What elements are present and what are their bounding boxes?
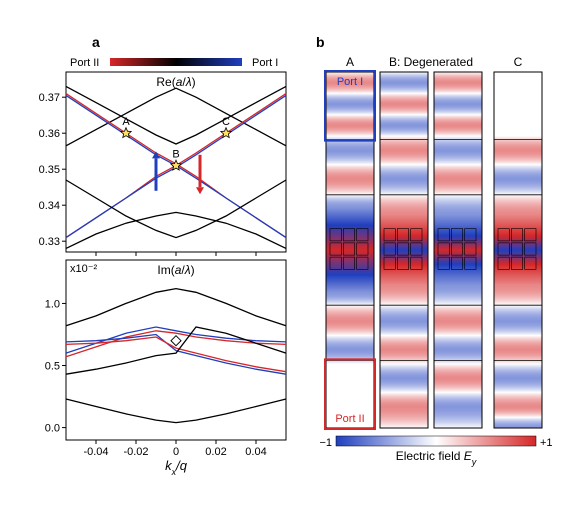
svg-text:0.0: 0.0 (45, 423, 60, 435)
svg-text:x10⁻²: x10⁻² (70, 263, 98, 275)
panel-a-label: a (92, 34, 100, 50)
svg-text:Electric field Ey: Electric field Ey (396, 449, 477, 467)
svg-text:A: A (346, 55, 354, 69)
svg-text:Port II: Port II (335, 413, 364, 425)
field-col-B2 (434, 72, 482, 428)
svg-text:-0.04: -0.04 (83, 446, 108, 458)
figure-svg: Port II Port I 0.33 0.34 0.35 0.36 0.37 Re(a/λ)… (36, 38, 556, 484)
field-col-B1 (380, 72, 428, 428)
svg-text:Port II: Port II (70, 57, 99, 69)
svg-text:0.02: 0.02 (205, 446, 226, 458)
svg-text:Re(a/λ): Re(a/λ) (156, 75, 195, 89)
svg-text:−1: −1 (319, 437, 332, 449)
svg-text:1.0: 1.0 (45, 298, 60, 310)
svg-text:C: C (222, 116, 230, 128)
svg-text:0.35: 0.35 (39, 164, 60, 176)
svg-text:0.5: 0.5 (45, 361, 60, 373)
svg-text:0.36: 0.36 (39, 128, 60, 140)
curve (66, 212, 286, 248)
svg-text:0.04: 0.04 (245, 446, 266, 458)
svg-text:+1: +1 (540, 437, 553, 449)
diamond-marker (171, 336, 181, 346)
port-gradient-bar (110, 58, 242, 66)
svg-text:Im(a/λ): Im(a/λ) (157, 263, 194, 277)
field-col-C (494, 72, 542, 428)
svg-text:0.33: 0.33 (39, 236, 60, 248)
svg-text:A: A (122, 116, 130, 128)
curve (66, 180, 286, 238)
panel-b-label: b (316, 34, 325, 50)
svg-text:Port I: Port I (337, 76, 363, 88)
field-col-A (326, 72, 374, 428)
svg-text:C: C (514, 55, 523, 69)
curve (66, 399, 286, 423)
colormap-bar (336, 436, 536, 446)
svg-text:kx/q: kx/q (165, 458, 188, 477)
svg-text:0.37: 0.37 (39, 92, 60, 104)
svg-text:0: 0 (173, 446, 179, 458)
svg-text:Port I: Port I (252, 57, 278, 69)
svg-text:-0.02: -0.02 (123, 446, 148, 458)
svg-text:B: Degenerated: B: Degenerated (389, 55, 473, 69)
curve (66, 289, 286, 326)
svg-text:0.34: 0.34 (39, 200, 60, 212)
svg-text:B: B (172, 149, 179, 161)
